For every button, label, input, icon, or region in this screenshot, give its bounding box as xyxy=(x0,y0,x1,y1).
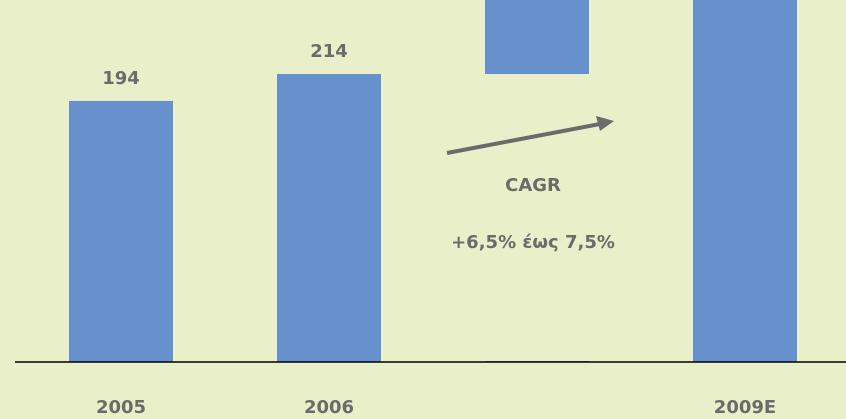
x-tick-label: 2009E xyxy=(714,397,776,418)
bars xyxy=(69,0,797,362)
annotation-box xyxy=(420,74,675,361)
annotation: CAGR xyxy=(505,175,561,196)
annotation: +6,5% έως 7,5% xyxy=(451,232,615,253)
cagr-arrow xyxy=(446,122,601,155)
data-label: 214 xyxy=(310,41,348,62)
cagr-arrowhead xyxy=(596,116,614,131)
bar xyxy=(693,0,797,362)
bar xyxy=(277,74,381,362)
data-label: 194 xyxy=(102,68,140,89)
x-tick-label: 2006 xyxy=(304,397,354,418)
x-tick-label: 2005 xyxy=(96,397,146,418)
bar xyxy=(69,100,173,362)
